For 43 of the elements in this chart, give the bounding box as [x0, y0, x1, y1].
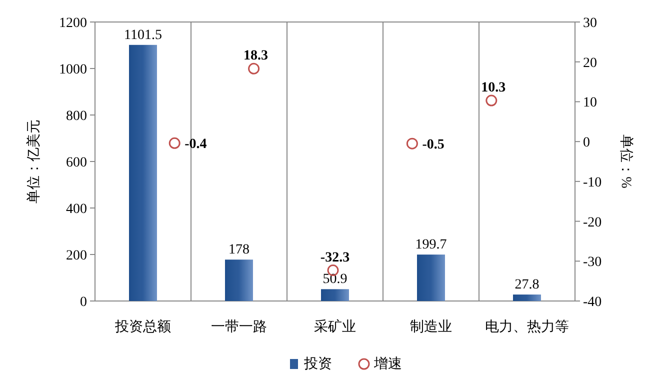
y2-tick-label: 20	[583, 56, 597, 71]
y2-tick-label: 0	[583, 136, 590, 151]
y2-tick-label: 10	[583, 96, 597, 111]
x-tick-label: 采矿业	[314, 319, 356, 335]
data-label: 50.9	[322, 272, 348, 288]
bar	[417, 254, 445, 301]
data-label: -0.4	[184, 137, 207, 152]
y-tick-label: 800	[66, 109, 87, 124]
data-label: 178	[228, 242, 250, 258]
point	[248, 62, 260, 74]
y-axis-title: 单位：亿美元	[26, 120, 42, 204]
y2-tick-label: 30	[583, 16, 597, 31]
legend-label: 增速	[373, 356, 402, 372]
data-label: 1101.5	[124, 28, 162, 43]
y2-tick-label: -30	[583, 255, 602, 270]
point	[168, 137, 180, 149]
bar	[129, 44, 157, 301]
point	[486, 94, 498, 106]
y-tick-label: 600	[66, 156, 87, 170]
y-tick-label: 400	[66, 202, 87, 217]
x-tick-label: 制造业	[410, 319, 452, 335]
data-label: 199.7	[415, 238, 447, 253]
bar	[225, 260, 253, 301]
y-tick-label: 1200	[59, 16, 87, 31]
legend-label: 投资	[303, 356, 332, 372]
bar	[513, 294, 541, 301]
y2-axis-title: 单位：%	[618, 134, 634, 189]
y2-tick-label: -40	[583, 295, 602, 310]
data-label: 18.3	[244, 48, 268, 64]
x-tick-label: 投资总额	[114, 319, 171, 335]
x-tick-label: 一带一路	[211, 319, 267, 335]
x-tick-label: 电力、热力等	[485, 319, 569, 335]
y-tick-label: 200	[66, 248, 87, 264]
y-tick-label: 1000	[59, 62, 87, 78]
data-label: -32.3	[320, 250, 350, 266]
y2-tick-label: -10	[583, 175, 602, 190]
bar	[321, 289, 349, 301]
data-label: 10.3	[481, 80, 506, 96]
y-tick-label: 0	[80, 295, 87, 310]
data-label: -0.5	[422, 138, 444, 153]
data-label: 27.8	[514, 278, 540, 293]
point	[406, 138, 418, 150]
y2-tick-label: -20	[583, 215, 602, 230]
